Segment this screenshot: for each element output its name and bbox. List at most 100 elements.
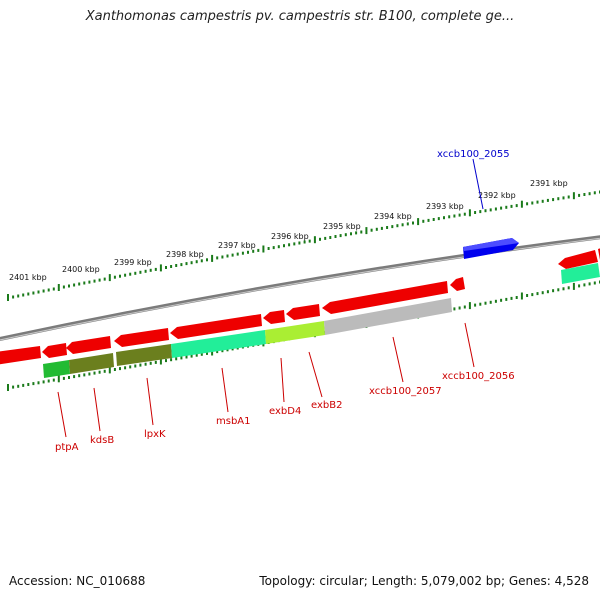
inner-scale-tick [583, 283, 586, 287]
outer-scale-tick [484, 209, 487, 213]
inner-scale-tick [226, 348, 229, 352]
inner-scale-tick [195, 353, 198, 357]
outer-scale-tick [73, 283, 76, 287]
outer-scale-tick [159, 264, 162, 272]
gene-label-xccb100_2057[interactable]: xccb100_2057 [369, 386, 442, 397]
outer-scale-tick [190, 261, 193, 265]
outer-scale-tick [42, 289, 45, 293]
outer-scale-tick [17, 294, 20, 298]
tick-label-2395: 2395 kbp [323, 222, 361, 231]
outer-scale-tick [7, 294, 9, 301]
outer-scale-tick [78, 282, 81, 286]
inner-scale-tick [500, 298, 503, 302]
tick-label-2396: 2396 kbp [271, 232, 309, 241]
outer-scale-tick [272, 246, 275, 250]
outer-scale-tick [22, 293, 25, 297]
outer-scale-tick [572, 192, 575, 200]
outer-scale-tick [313, 236, 316, 244]
gene-label-lpxK[interactable]: lpxK [144, 429, 166, 440]
inner-scale-tick [73, 375, 76, 379]
inner-scale-tick [68, 376, 70, 379]
outer-scale-tick [252, 249, 255, 253]
inner-scale-tick [494, 299, 497, 303]
inner-scale-tick [78, 374, 81, 378]
outer-scale-tick [453, 214, 456, 218]
inner-scale-tick [572, 282, 575, 290]
outer-scale-tick [510, 204, 513, 208]
outer-scale-tick [365, 227, 368, 235]
outer-scale-tick [515, 204, 518, 208]
outer-scale-tick [432, 218, 435, 221]
inner-scale-tick [124, 366, 127, 370]
inner-scale-tick [12, 385, 15, 389]
inner-scale-tick [562, 287, 565, 291]
outer-scale-tick [412, 221, 414, 225]
gene-label-kdsB[interactable]: kdsB [90, 435, 114, 446]
gene-label-exbD4[interactable]: exbD4 [269, 406, 301, 417]
inner-scale-tick [32, 382, 35, 386]
tick-label-2401: 2401 kbp [9, 273, 47, 282]
inner-scale-tick [216, 350, 219, 354]
outer-scale-tick [406, 222, 409, 226]
inner-scale-tick [520, 292, 523, 300]
outer-scale-tick [195, 260, 198, 264]
outer-scale-tick [593, 191, 596, 195]
inner-scale-tick [484, 301, 487, 305]
inner-scale-tick [37, 381, 40, 385]
inner-scale-tick [468, 302, 471, 310]
map-title: Xanthomonas campestris pv. campestris st… [85, 9, 515, 24]
outer-scale-tick [144, 269, 147, 273]
outer-scale-tick [247, 250, 249, 254]
outer-scale-tick [216, 256, 219, 260]
outer-scale-tick [277, 245, 280, 249]
outer-scale-tick [293, 242, 296, 246]
outer-scale-tick [303, 240, 306, 244]
tick-label-2391: 2391 kbp [530, 179, 568, 188]
outer-scale-tick [103, 277, 106, 281]
outer-scale-tick [324, 236, 327, 240]
outer-scale-tick [62, 285, 65, 289]
gene-label-ptpA[interactable]: ptpA [55, 442, 79, 453]
outer-scale-tick [68, 284, 70, 288]
inner-scale-tick [83, 373, 86, 377]
outer-scale-tick [12, 295, 15, 299]
inner-scale-tick [175, 357, 178, 361]
outer-scale-tick [226, 254, 229, 258]
outer-scale-tick [474, 211, 477, 214]
inner-scale-tick [588, 282, 591, 286]
outer-scale-tick [344, 233, 347, 237]
inner-scale-tick [541, 291, 544, 295]
inner-scale-tick [479, 302, 482, 306]
inner-scale-tick [98, 370, 101, 374]
outer-scale-tick [308, 239, 311, 243]
outer-scale-tick [241, 251, 244, 255]
inner-scale-tick [567, 286, 570, 290]
inner-scale-tick [578, 284, 581, 288]
gene-label-exbB2[interactable]: exbB2 [311, 400, 342, 411]
gene-label-xccb100_2056[interactable]: xccb100_2056 [442, 371, 515, 382]
inner-scale-tick [27, 383, 30, 386]
outer-scale-tick [32, 291, 35, 295]
inner-scale-tick [200, 352, 203, 356]
tick-label-2397: 2397 kbp [218, 241, 256, 250]
inner-scale-tick [108, 366, 111, 374]
outer-scale-tick [350, 232, 352, 236]
outer-scale-tick [267, 247, 270, 250]
gene-label-xccb100_2055[interactable]: xccb100_2055 [437, 149, 510, 160]
gene-label-msbA1[interactable]: msbA1 [216, 416, 251, 427]
outer-scale-tick [355, 231, 358, 235]
outer-scale-tick [47, 288, 50, 292]
outer-scale-tick [401, 223, 404, 227]
inner-scale-tick [505, 297, 508, 301]
genome-backbone-highlight [0, 237, 600, 341]
inner-scale-tick [546, 290, 549, 294]
gene-xccb100_2055[interactable] [463, 238, 519, 259]
outer-scale-tick [288, 243, 291, 247]
outer-scale-tick [211, 254, 214, 262]
outer-scale-tick [417, 218, 420, 226]
tick-label-2392: 2392 kbp [478, 191, 516, 200]
inner-scale-tick [206, 351, 208, 355]
outer-scale-tick [231, 253, 234, 257]
outer-scale-tick [448, 215, 451, 219]
